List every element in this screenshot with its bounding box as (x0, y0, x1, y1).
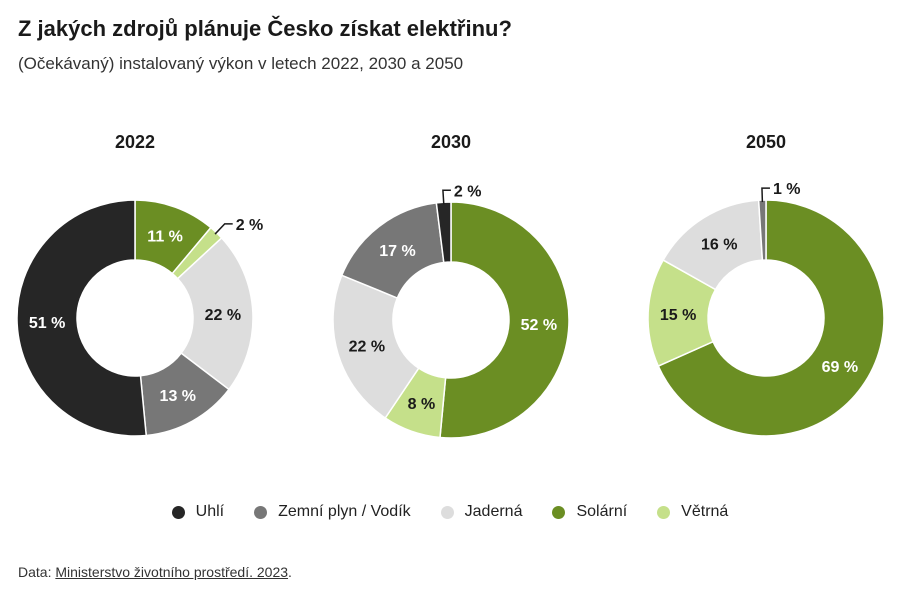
legend: Uhlí Zemní plyn / Vodík Jaderná Solární … (0, 503, 900, 521)
legend-item-solarni: Solární (552, 503, 627, 521)
legend-label-zemni-plyn: Zemní plyn / Vodík (278, 503, 411, 520)
source-suffix: . (288, 564, 292, 580)
slice-label-2030-uhli: 2 % (454, 183, 482, 200)
donut-charts: 2022 11 % 2 % 22 % 13 % 51 % 2030 52 % 8 % 22 % 17… (16, 132, 885, 439)
slice-2050-solarni (657, 199, 885, 437)
leader-line-2022-vetrna (214, 223, 233, 235)
slice-label-2030-zemni-plyn-vodik: 17 % (379, 243, 415, 260)
source-link[interactable]: Ministerstvo životního prostředí. 2023 (55, 564, 289, 580)
legend-label-vetrna: Větrná (681, 503, 729, 520)
chart-subtitle: (Očekávaný) instalovaný výkon v letech 2… (18, 54, 464, 73)
slice-label-2022-solarni: 11 % (147, 228, 183, 245)
legend-item-zemni-plyn: Zemní plyn / Vodík (254, 503, 411, 521)
legend-swatch-vetrna (657, 505, 671, 519)
legend-swatch-solarni (552, 505, 566, 519)
slice-label-2030-solarni: 52 % (521, 317, 557, 334)
slice-2030-jaderna (332, 274, 420, 420)
legend-item-uhli: Uhlí (171, 503, 225, 521)
chart-title-2030: 2030 (431, 132, 471, 152)
slice-label-2022-jaderna: 22 % (205, 307, 241, 324)
slice-2030-uhli (435, 201, 452, 264)
slice-label-2050-vetrna: 15 % (660, 307, 696, 324)
slice-label-2050-jaderna: 16 % (701, 236, 737, 253)
legend-label-uhli: Uhlí (195, 503, 225, 520)
slice-label-2030-vetrna: 8 % (408, 396, 436, 413)
legend-label-solarni: Solární (576, 503, 628, 520)
slice-label-2022-uhli: 51 % (29, 315, 65, 332)
slice-2022-uhli (16, 199, 148, 437)
legend-swatch-zemni-plyn (254, 505, 268, 519)
leader-line-2030-uhli (442, 189, 451, 205)
slice-label-2022-zemni-plyn-vodik: 13 % (160, 388, 196, 405)
slice-2050-zemni-plyn-vodik (757, 199, 767, 261)
source-prefix: Data: (18, 564, 56, 580)
legend-item-vetrna: Větrná (657, 503, 728, 521)
legend-swatch-jaderna (440, 505, 454, 519)
chart-title-2022: 2022 (115, 132, 155, 152)
slice-label-2050-zemni-plyn-vodik: 1 % (773, 181, 801, 198)
legend-item-jaderna: Jaderná (440, 503, 523, 521)
slice-label-2022-vetrna: 2 % (236, 217, 264, 234)
legend-label-jaderna: Jaderná (464, 503, 523, 520)
leader-line-2050-zemni-plyn-vodik (761, 187, 770, 203)
slice-label-2050-solarni: 69 % (822, 359, 858, 376)
legend-swatch-uhli (171, 505, 185, 519)
chart-title-2050: 2050 (746, 132, 786, 152)
slice-2030-solarni (439, 201, 570, 439)
chart-title: Z jakých zdrojů plánuje Česko získat ele… (18, 16, 512, 41)
source-note: Data: Ministerstvo životního prostředí. … (18, 564, 292, 580)
slice-label-2030-jaderna: 22 % (349, 339, 385, 356)
slice-2022-jaderna (176, 236, 254, 391)
